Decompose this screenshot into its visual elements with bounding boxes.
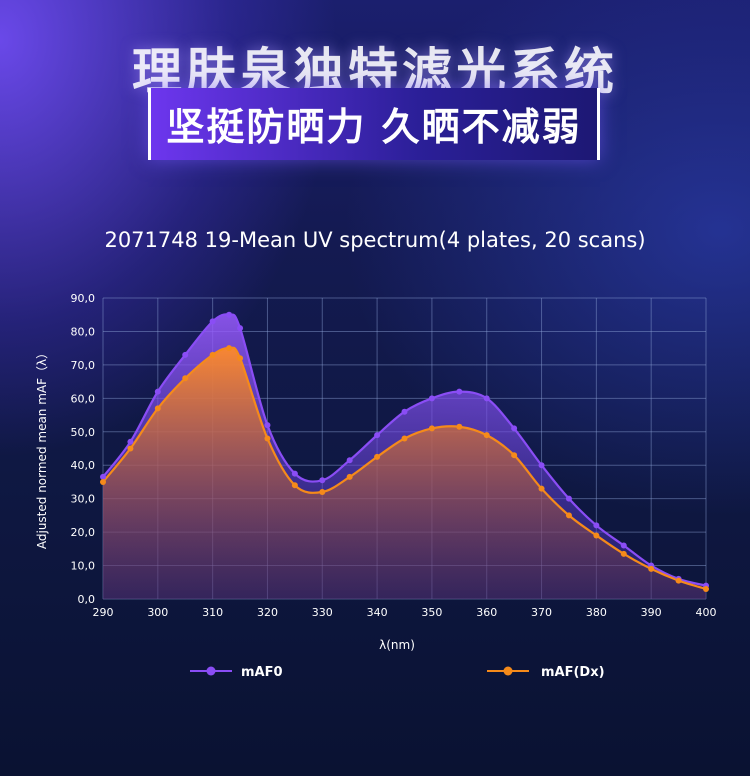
data-point-mAFDx — [291, 482, 298, 489]
data-point-mAF0 — [182, 351, 189, 358]
x-tick-label: 340 — [367, 606, 388, 619]
x-tick-label: 390 — [641, 606, 662, 619]
data-point-mAF0 — [565, 495, 572, 502]
y-axis-title: Adjusted normed mean mAF（λ） — [35, 347, 49, 549]
area-layer — [103, 314, 706, 599]
data-point-mAF0 — [127, 438, 134, 445]
data-point-mAF0 — [237, 325, 244, 332]
data-point-mAFDx — [209, 351, 216, 358]
y-tick-label: 10,0 — [71, 560, 96, 573]
point-layer — [100, 311, 709, 592]
x-tick-label: 380 — [586, 606, 607, 619]
data-point-mAFDx — [456, 423, 463, 430]
x-tick-label: 290 — [93, 606, 114, 619]
subheadline: 坚挺防晒力 久晒不减弱 — [166, 105, 582, 149]
y-tick-label: 0,0 — [78, 593, 96, 606]
data-point-mAFDx — [182, 375, 189, 382]
subheadline-banner: 坚挺防晒力 久晒不减弱 — [148, 88, 600, 160]
data-point-mAFDx — [319, 488, 326, 495]
x-tick-label: 330 — [312, 606, 333, 619]
data-point-mAFDx — [483, 432, 490, 439]
data-point-mAFDx — [593, 532, 600, 539]
data-point-mAFDx — [401, 435, 408, 442]
x-tick-label: 310 — [202, 606, 223, 619]
legend-marker-mAFDx — [503, 666, 513, 676]
legend-label-mAF0: mAF0 — [241, 665, 283, 680]
data-point-mAF0 — [483, 395, 490, 402]
data-point-mAFDx — [127, 445, 134, 452]
x-tick-label: 360 — [476, 606, 497, 619]
data-point-mAFDx — [511, 452, 518, 459]
x-axis-title: λ(nm) — [379, 638, 415, 652]
data-point-mAF0 — [428, 395, 435, 402]
data-point-mAFDx — [675, 577, 682, 584]
data-point-mAFDx — [100, 478, 106, 485]
data-point-mAF0 — [264, 422, 271, 429]
series-area-mAFDx — [103, 347, 706, 599]
data-point-mAFDx — [428, 425, 435, 432]
data-point-mAFDx — [346, 473, 353, 480]
y-tick-label: 30,0 — [71, 493, 96, 506]
y-tick-label: 60,0 — [71, 392, 96, 405]
data-point-mAFDx — [648, 565, 655, 572]
data-point-mAF0 — [154, 388, 161, 395]
data-point-mAFDx — [565, 512, 572, 519]
data-point-mAFDx — [154, 405, 161, 412]
legend: mAF0 mAF(Dx) — [190, 665, 605, 680]
data-point-mAF0 — [538, 462, 545, 469]
tick-layer: 290 300 310 320 330 340 350 360 370 380 390 400 0,0 1… — [71, 292, 717, 619]
legend-label-mAFDx: mAF(Dx) — [541, 665, 605, 680]
y-tick-label: 20,0 — [71, 526, 96, 539]
data-point-mAF0 — [511, 425, 518, 432]
data-point-mAF0 — [100, 473, 106, 480]
data-point-mAF0 — [291, 470, 298, 477]
data-point-mAFDx — [264, 435, 271, 442]
data-point-mAFDx — [703, 585, 709, 592]
data-point-mAFDx — [538, 485, 545, 492]
x-tick-label: 320 — [257, 606, 278, 619]
data-point-mAFDx — [226, 345, 233, 352]
data-point-mAF0 — [226, 311, 233, 318]
x-tick-label: 350 — [421, 606, 442, 619]
data-point-mAFDx — [374, 453, 381, 460]
y-tick-label: 50,0 — [71, 426, 96, 439]
data-point-mAF0 — [319, 477, 326, 484]
y-tick-label: 70,0 — [71, 359, 96, 372]
x-tick-label: 400 — [696, 606, 717, 619]
chart-title: 2071748 19-Mean UV spectrum(4 plates, 20… — [104, 228, 646, 252]
data-point-mAFDx — [620, 550, 627, 557]
data-point-mAF0 — [620, 542, 627, 549]
data-point-mAF0 — [374, 432, 381, 439]
uv-spectrum-chart: 290 300 310 320 330 340 350 360 370 380 390 400 0,0 1… — [35, 292, 717, 680]
data-point-mAF0 — [401, 408, 408, 415]
y-tick-label: 90,0 — [71, 292, 96, 305]
y-tick-label: 80,0 — [71, 325, 96, 338]
legend-marker-mAF0 — [206, 666, 216, 676]
data-point-mAFDx — [237, 355, 244, 362]
data-point-mAF0 — [346, 457, 353, 464]
x-tick-label: 300 — [147, 606, 168, 619]
data-point-mAF0 — [593, 522, 600, 529]
data-point-mAF0 — [456, 388, 463, 395]
x-tick-label: 370 — [531, 606, 552, 619]
y-tick-label: 40,0 — [71, 459, 96, 472]
data-point-mAF0 — [209, 318, 216, 325]
